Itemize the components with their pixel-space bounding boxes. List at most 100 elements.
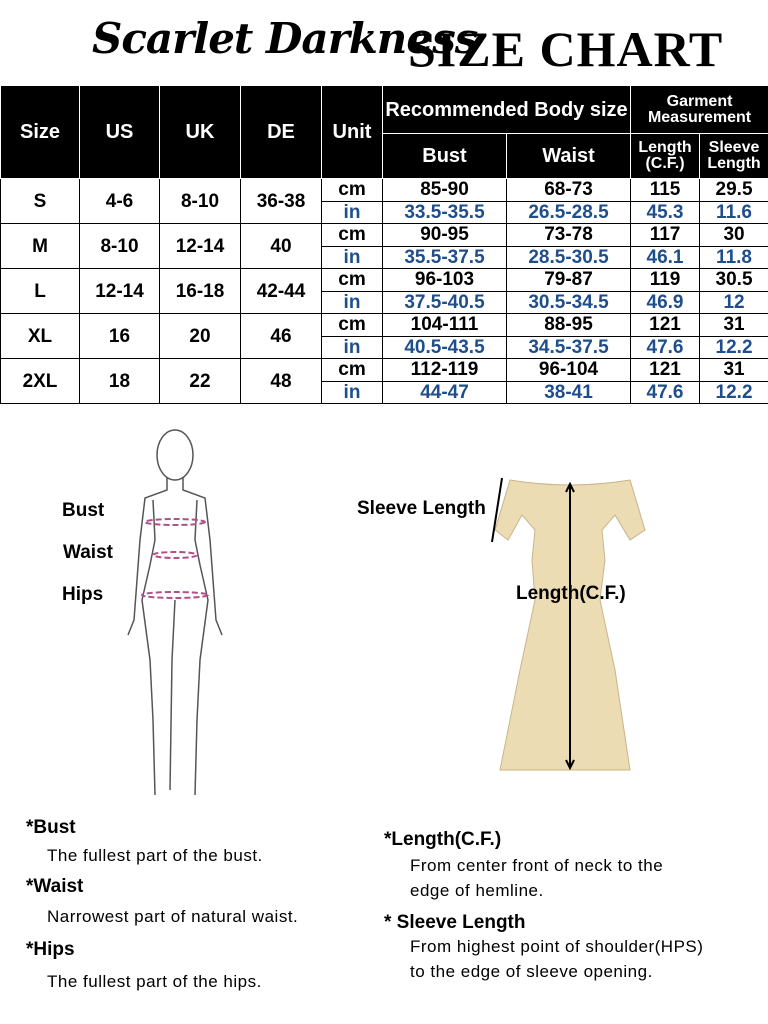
cell-length: 47.6: [630, 335, 701, 359]
cell-sleeve: 29.5: [699, 178, 768, 202]
cell-unit: in: [321, 200, 383, 224]
note-waist-desc: Narrowest part of natural waist.: [47, 907, 299, 926]
cell-unit: in: [321, 245, 383, 269]
cell-sleeve: 30.5: [699, 268, 768, 292]
cell-sleeve: 31: [699, 358, 768, 382]
header-length: Length (C.F.): [630, 133, 701, 179]
cell-de: 40: [240, 223, 322, 269]
cell-length: 115: [630, 178, 701, 202]
table-row: S 4-6 8-10 36-38 cm 85-90 68-73 115 29.5: [0, 178, 768, 224]
label-bust: Bust: [62, 500, 105, 521]
cell-size: M: [0, 223, 80, 269]
header-bust: Bust: [382, 133, 507, 179]
cell-waist: 88-95: [505, 313, 632, 337]
cell-bust: 40.5-43.5: [382, 335, 507, 359]
cell-waist: 79-87: [505, 268, 632, 292]
cell-length: 121: [630, 313, 701, 337]
table-row: in 40.5-43.5 34.5-37.5 47.6 12.2: [1, 335, 768, 359]
note-sleeve-desc1: From highest point of shoulder(HPS): [410, 937, 704, 956]
table-row: 2XL 18 22 48 cm 112-119 96-104 121 31: [0, 358, 768, 404]
note-hips-desc: The fullest part of the hips.: [47, 972, 262, 991]
cell-waist: 28.5-30.5: [505, 245, 632, 269]
cell-us: 18: [79, 358, 160, 404]
cell-unit: in: [321, 380, 383, 404]
cell-length: 119: [630, 268, 701, 292]
label-hips: Hips: [62, 584, 104, 605]
header-uk: UK: [159, 85, 241, 179]
cell-length: 121: [630, 358, 701, 382]
header-size: Size: [0, 85, 80, 179]
cell-uk: 12-14: [159, 223, 241, 269]
cell-unit: cm: [321, 178, 383, 202]
cell-us: 12-14: [79, 268, 160, 314]
header-body-size: Recommended Body size: [381, 85, 632, 134]
header-garment: Garment Measurement: [630, 85, 768, 134]
cell-bust: 104-111: [382, 313, 507, 337]
cell-uk: 22: [159, 358, 241, 404]
table-row: in 33.5-35.5 26.5-28.5 45.3 11.6: [1, 200, 768, 224]
cell-uk: 8-10: [159, 178, 241, 224]
brand-logo: Scarlet Darkness: [92, 14, 478, 63]
cell-waist: 26.5-28.5: [505, 200, 632, 224]
notes-left: *Bust The fullest part of the bust. *Wai…: [26, 818, 298, 990]
dress-figure: [491, 477, 646, 771]
notes-right: *Length(C.F.) From center front of neck …: [384, 830, 703, 980]
cell-sleeve: 30: [699, 223, 768, 247]
table-row: M 8-10 12-14 40 cm 90-95 73-78 117 30: [0, 223, 768, 269]
cell-bust: 96-103: [382, 268, 507, 292]
cell-us: 8-10: [79, 223, 160, 269]
cell-sleeve: 12.2: [699, 380, 768, 404]
cell-bust: 37.5-40.5: [382, 290, 507, 314]
note-length-desc2: edge of hemline.: [410, 881, 544, 900]
label-sleeve-length: Sleeve Length: [357, 498, 486, 519]
cell-sleeve: 12.2: [699, 335, 768, 359]
body-figure: [127, 429, 223, 796]
table-row: in 44-47 38-41 47.6 12.2: [1, 380, 768, 404]
header: Scarlet Darkness SIZE CHART: [0, 0, 768, 85]
cell-size: XL: [0, 313, 80, 359]
cell-waist: 96-104: [505, 358, 632, 382]
cell-unit: cm: [321, 313, 383, 337]
note-waist-title: *Waist: [26, 876, 84, 897]
size-table: Size US UK DE Unit Recommended Body size…: [0, 85, 768, 404]
label-waist: Waist: [63, 542, 113, 563]
table-row: in 35.5-37.5 28.5-30.5 46.1 11.8: [1, 245, 768, 269]
note-length-title: *Length(C.F.): [384, 829, 502, 850]
cell-bust: 90-95: [382, 223, 507, 247]
cell-de: 42-44: [240, 268, 322, 314]
header-de: DE: [240, 85, 322, 179]
cell-unit: cm: [321, 268, 383, 292]
cell-length: 45.3: [630, 200, 701, 224]
cell-us: 16: [79, 313, 160, 359]
table-row: L 12-14 16-18 42-44 cm 96-103 79-87 119 30.5: [0, 268, 768, 314]
cell-waist: 38-41: [505, 380, 632, 404]
note-sleeve-title: * Sleeve Length: [384, 912, 526, 933]
cell-de: 46: [240, 313, 322, 359]
header-unit: Unit: [321, 85, 383, 179]
cell-unit: in: [321, 335, 383, 359]
cell-waist: 34.5-37.5: [505, 335, 632, 359]
cell-waist: 30.5-34.5: [505, 290, 632, 314]
cell-waist: 68-73: [505, 178, 632, 202]
label-length: Length(C.F.): [516, 583, 626, 604]
header-sleeve: Sleeve Length: [699, 133, 768, 179]
cell-length: 117: [630, 223, 701, 247]
note-sleeve-desc2: to the edge of sleeve opening.: [410, 962, 653, 981]
cell-length: 47.6: [630, 380, 701, 404]
cell-sleeve: 31: [699, 313, 768, 337]
table-row: XL 16 20 46 cm 104-111 88-95 121 31: [0, 313, 768, 359]
cell-size: S: [0, 178, 80, 224]
cell-bust: 44-47: [382, 380, 507, 404]
cell-bust: 35.5-37.5: [382, 245, 507, 269]
cell-bust: 33.5-35.5: [382, 200, 507, 224]
cell-unit: cm: [321, 358, 383, 382]
cell-size: 2XL: [0, 358, 80, 404]
cell-bust: 85-90: [382, 178, 507, 202]
cell-size: L: [0, 268, 80, 314]
cell-sleeve: 11.6: [699, 200, 768, 224]
cell-length: 46.1: [630, 245, 701, 269]
note-hips-title: *Hips: [26, 939, 75, 960]
cell-uk: 20: [159, 313, 241, 359]
header-waist: Waist: [505, 133, 632, 179]
cell-bust: 112-119: [382, 358, 507, 382]
